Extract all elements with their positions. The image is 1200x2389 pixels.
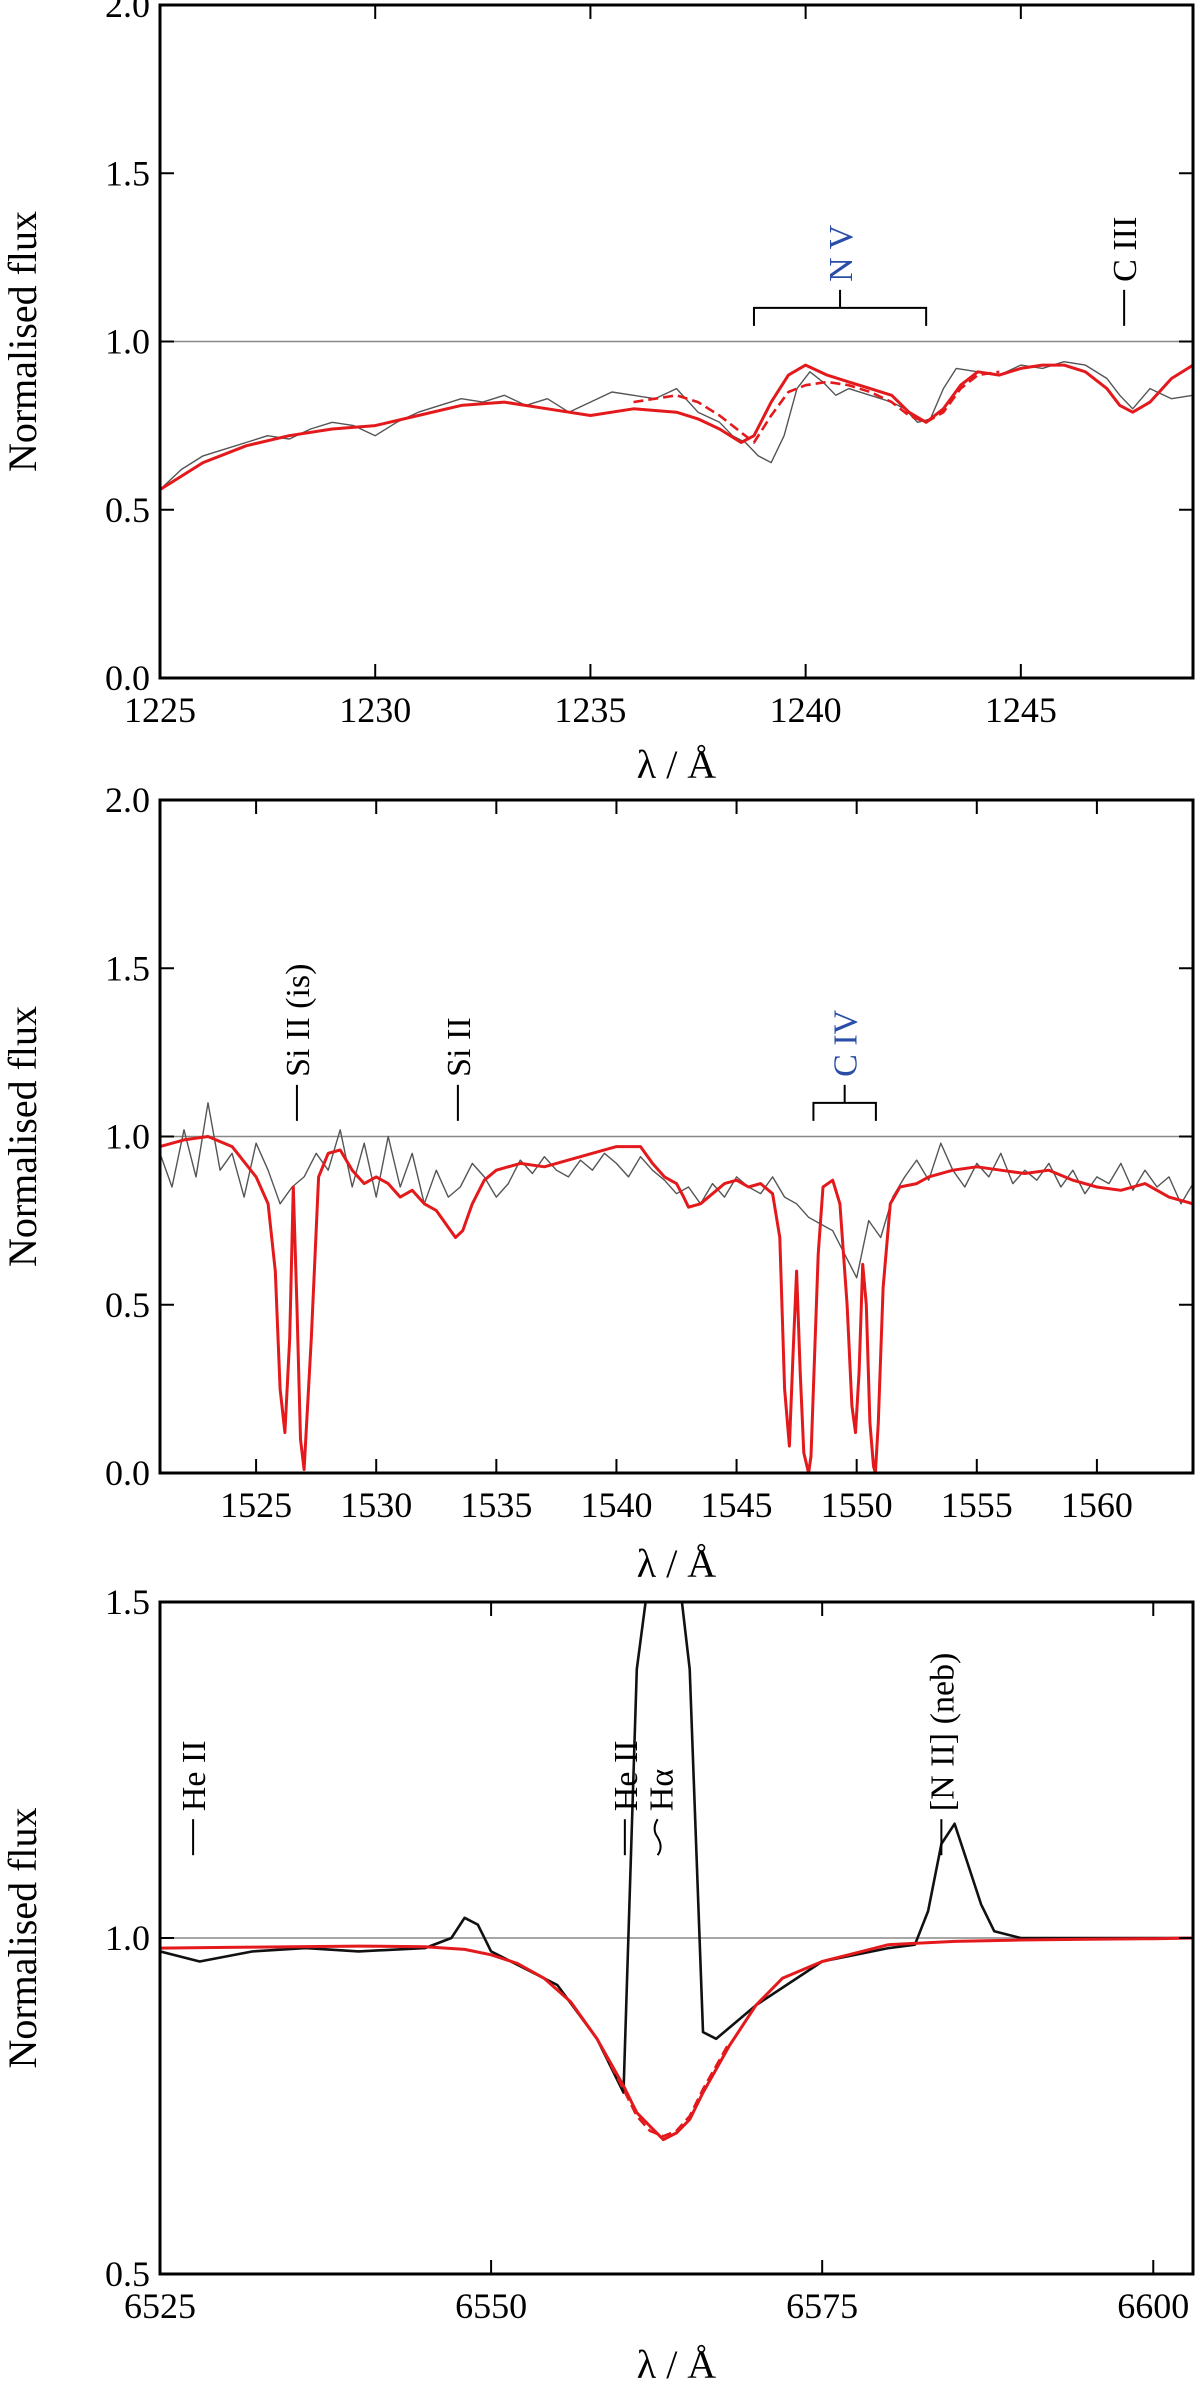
x-tick-label: 6575 — [786, 2286, 858, 2326]
y-tick-label: 0.0 — [105, 658, 150, 698]
x-tick-label: 6600 — [1117, 2286, 1189, 2326]
line-id-label: He II — [176, 1740, 213, 1811]
line-id-label: Si II (is) — [280, 964, 317, 1077]
line-id-1: C III — [1107, 217, 1144, 326]
x-tick-label: 6550 — [455, 2286, 527, 2326]
data-area — [160, 1602, 1193, 2142]
line-id-1: He II — [608, 1740, 645, 1856]
series-observed — [160, 1102, 1193, 1279]
x-tick-label: 1550 — [821, 1485, 893, 1525]
line-id-2: Hα — [644, 1769, 681, 1856]
x-tick-label: 1555 — [941, 1485, 1013, 1525]
line-id-label: C III — [1107, 217, 1144, 282]
x-tick-label: 6525 — [124, 2286, 196, 2326]
y-tick-label: 2.0 — [105, 0, 150, 25]
x-tick-label: 1530 — [340, 1485, 412, 1525]
y-tick-label: 2.0 — [105, 780, 150, 820]
panel-3: 6525 6550 6575 6600 0.5 1.0 1.5 λ / Å Normalised… — [0, 1582, 1195, 2387]
y-axis-label: Normalised flux — [0, 1807, 45, 2068]
line-id-2: C IV — [812, 1009, 877, 1121]
line-id-label: [N II] (neb) — [924, 1653, 961, 1812]
y-tick-label: 1.5 — [105, 153, 150, 193]
data-area — [160, 361, 1193, 491]
x-tick-label: 1560 — [1061, 1485, 1133, 1525]
y-tick-label: 1.5 — [105, 948, 150, 988]
y-tick-label: 0.5 — [105, 1285, 150, 1325]
line-id-label: Hα — [644, 1769, 681, 1812]
series-model-dashed — [569, 2001, 731, 2138]
line-id-label: Si II — [441, 1017, 478, 1077]
line-id-0: He II — [176, 1740, 213, 1856]
line-id-label: N V — [823, 224, 860, 281]
line-id-label: C IV — [828, 1009, 865, 1077]
data-area — [160, 1102, 1193, 1473]
series-observed — [160, 1602, 1193, 2094]
y-tick-label: 0.5 — [105, 490, 150, 530]
line-id-label: He II — [608, 1740, 645, 1811]
y-tick-label: 1.0 — [105, 1918, 150, 1958]
y-axis-label: Normalised flux — [0, 1006, 45, 1267]
series-model-dashed — [633, 370, 1000, 444]
x-axis-label: λ / Å — [637, 2342, 717, 2387]
x-tick-label: 1525 — [220, 1485, 292, 1525]
x-tick-label: 1240 — [770, 690, 842, 730]
panel-1: 1225 1230 1235 1240 1245 0.0 0.5 1.0 1.5 2.0 λ / Å… — [0, 0, 1195, 787]
x-tick-label: 1230 — [339, 690, 411, 730]
x-axis-label: λ / Å — [637, 742, 717, 787]
line-id-0: N V — [752, 224, 928, 326]
line-id-0: Si II (is) — [280, 964, 317, 1121]
y-tick-label: 0.0 — [105, 1453, 150, 1493]
series-model — [160, 1135, 1193, 1473]
x-tick-label: 1225 — [124, 690, 196, 730]
x-tick-label: 1535 — [460, 1485, 532, 1525]
line-id-1: Si II — [441, 1017, 478, 1121]
y-tick-label: 1.5 — [105, 1582, 150, 1622]
y-tick-label: 0.5 — [105, 2254, 150, 2294]
x-tick-label: 1235 — [554, 690, 626, 730]
series-model — [160, 363, 1193, 491]
series-observed — [160, 361, 1193, 491]
x-axis-label: λ / Å — [637, 1541, 717, 1586]
line-id-3: [N II] (neb) — [924, 1653, 961, 1856]
y-tick-label: 1.0 — [105, 322, 150, 362]
series-model — [160, 1936, 1193, 2142]
panel-2: 1525 1530 1535 1540 1545 1550 1555 1560 0.0 0.5 1.… — [0, 780, 1195, 1586]
marker-tick — [653, 1818, 662, 1856]
y-axis-label: Normalised flux — [0, 211, 45, 472]
doublet-bracket — [812, 1101, 877, 1121]
doublet-bracket — [752, 306, 928, 326]
x-tick-label: 1540 — [580, 1485, 652, 1525]
y-tick-label: 1.0 — [105, 1117, 150, 1157]
x-tick-label: 1545 — [701, 1485, 773, 1525]
x-tick-label: 1245 — [985, 690, 1057, 730]
